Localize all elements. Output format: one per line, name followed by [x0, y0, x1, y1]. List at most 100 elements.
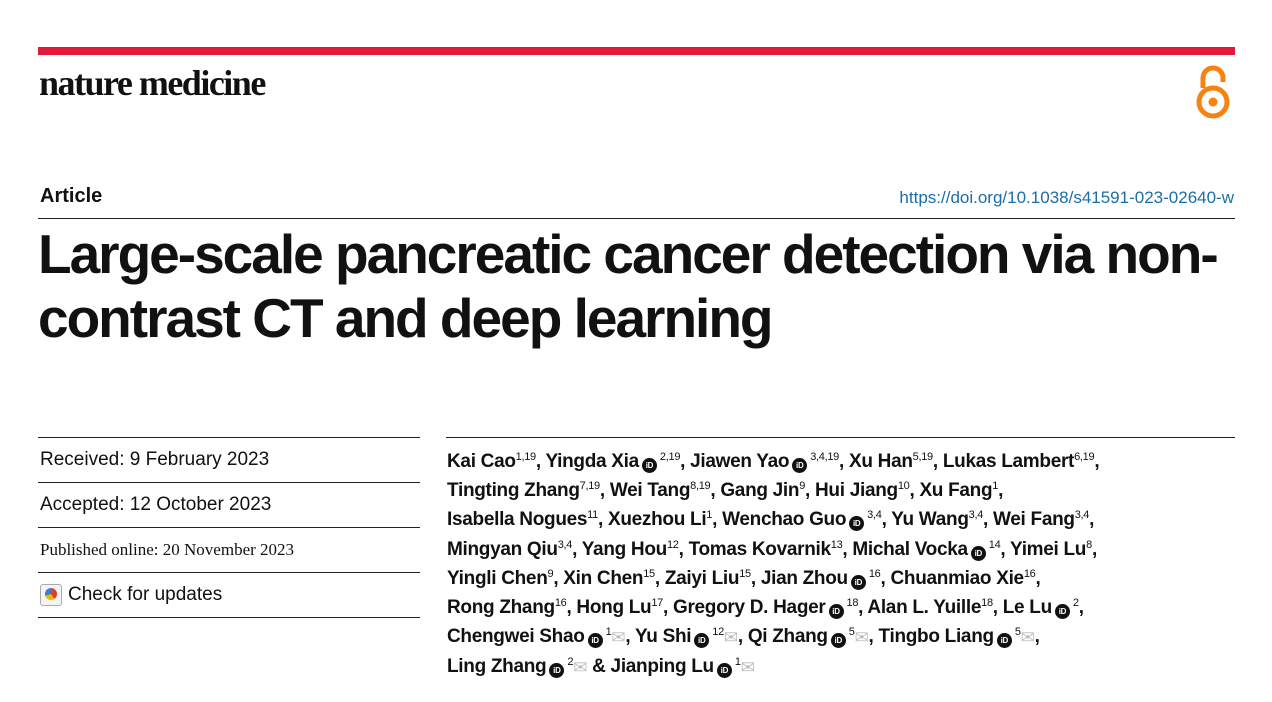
- affiliation-numbers: 17: [651, 597, 663, 610]
- doi-link[interactable]: https://doi.org/10.1038/s41591-023-02640…: [899, 188, 1234, 207]
- author[interactable]: Xuezhou Li1: [608, 509, 712, 530]
- author-name[interactable]: Jiawen Yao: [690, 451, 790, 472]
- check-for-updates-button[interactable]: Check for updates: [38, 572, 420, 618]
- orcid-icon[interactable]: iD: [549, 663, 565, 679]
- author[interactable]: Gang Jin9: [720, 480, 805, 501]
- orcid-icon[interactable]: iD: [694, 633, 710, 649]
- author[interactable]: Tomas Kovarnik13: [689, 539, 843, 560]
- author-name[interactable]: Wenchao Guo: [722, 509, 847, 531]
- author-name[interactable]: Michal Vocka: [852, 538, 968, 560]
- email-icon[interactable]: ✉: [1020, 628, 1035, 648]
- author[interactable]: Chuanmiao Xie16: [890, 568, 1035, 589]
- author-name[interactable]: Gregory D. Hager: [672, 597, 826, 619]
- author[interactable]: Xu Han5,19: [849, 451, 933, 472]
- author-name[interactable]: Yu Shi: [634, 626, 692, 648]
- author[interactable]: Yang Hou12: [582, 539, 679, 560]
- author-name[interactable]: Hong Lu: [576, 597, 652, 619]
- author[interactable]: Rong Zhang16: [447, 597, 567, 619]
- author[interactable]: Zaiyi Liu15: [665, 568, 751, 589]
- author[interactable]: Wenchao Guo iD3,4: [722, 509, 882, 532]
- author-name[interactable]: Xu Fang: [919, 480, 993, 502]
- journal-logo[interactable]: nature medicine: [39, 63, 266, 103]
- author[interactable]: Michal Vocka iD14: [852, 538, 1001, 561]
- author[interactable]: Tingbo Liang iD5✉: [878, 626, 1035, 649]
- affiliation-numbers: 3,4,19: [810, 451, 840, 463]
- author[interactable]: Ling Zhang iD2✉: [447, 656, 587, 679]
- author-name[interactable]: Chuanmiao Xie: [890, 567, 1024, 589]
- author-name[interactable]: Wei Tang: [609, 480, 691, 502]
- author[interactable]: Wei Fang3,4: [993, 509, 1089, 530]
- email-icon[interactable]: ✉: [723, 628, 738, 648]
- author[interactable]: Tingting Zhang7,19: [447, 480, 600, 501]
- author[interactable]: Wei Tang8,19: [610, 480, 711, 501]
- author-name[interactable]: Xu Han: [848, 451, 913, 472]
- author[interactable]: Isabella Nogues11: [447, 509, 598, 530]
- author-name[interactable]: Yang Hou: [581, 538, 668, 560]
- author-name[interactable]: Yingda Xia: [545, 451, 639, 472]
- email-icon[interactable]: ✉: [740, 658, 755, 678]
- author[interactable]: Mingyan Qiu3,4: [447, 539, 572, 560]
- author-name[interactable]: Qi Zhang: [747, 626, 828, 648]
- orcid-icon[interactable]: iD: [970, 545, 986, 561]
- author-name[interactable]: Isabella Nogues: [447, 509, 588, 531]
- orcid-icon[interactable]: iD: [828, 604, 844, 620]
- author-name[interactable]: Yimei Lu: [1010, 538, 1087, 560]
- orcid-icon[interactable]: iD: [716, 663, 732, 679]
- author[interactable]: Jiawen Yao iD3,4,19: [690, 451, 840, 473]
- author[interactable]: Yimei Lu8: [1010, 539, 1092, 560]
- author-name[interactable]: Hui Jiang: [815, 480, 898, 502]
- email-icon[interactable]: ✉: [611, 628, 626, 648]
- author-name[interactable]: Tingting Zhang: [447, 480, 580, 502]
- author[interactable]: Kai Cao1,19: [447, 451, 536, 472]
- author-name[interactable]: Tingbo Liang: [878, 626, 995, 648]
- author[interactable]: Xin Chen15: [563, 568, 655, 589]
- orcid-icon[interactable]: iD: [792, 458, 808, 473]
- orcid-icon[interactable]: iD: [849, 516, 865, 532]
- author[interactable]: Xu Fang1: [919, 480, 998, 501]
- affiliation-numbers: 9: [799, 480, 806, 493]
- author[interactable]: Hong Lu17: [576, 597, 663, 618]
- author-name[interactable]: Xuezhou Li: [607, 509, 707, 531]
- email-icon[interactable]: ✉: [854, 628, 869, 648]
- author-name[interactable]: Alan L. Yuille: [867, 597, 982, 619]
- author[interactable]: Yu Shi iD12✉: [634, 626, 738, 649]
- author-name[interactable]: Chengwei Shao: [447, 626, 585, 648]
- author-name[interactable]: Le Lu: [1002, 597, 1052, 619]
- author-name[interactable]: Xin Chen: [563, 567, 644, 589]
- author-name[interactable]: Yingli Chen: [447, 567, 548, 589]
- email-icon[interactable]: ✉: [573, 658, 588, 678]
- orcid-icon[interactable]: iD: [641, 458, 657, 473]
- author[interactable]: Qi Zhang iD5✉: [747, 626, 869, 649]
- author-name[interactable]: Gang Jin: [720, 480, 800, 502]
- author-name[interactable]: Kai Cao: [447, 451, 516, 472]
- author[interactable]: Hui Jiang10: [815, 480, 910, 502]
- author[interactable]: Yingda Xia iD2,19: [545, 451, 680, 473]
- author[interactable]: Le Lu iD2: [1002, 597, 1079, 620]
- author-name[interactable]: Yu Wang: [891, 509, 969, 531]
- author-name[interactable]: Zaiyi Liu: [664, 567, 740, 589]
- author[interactable]: Gregory D. Hager iD18: [672, 597, 858, 620]
- author-name[interactable]: Jianping Lu: [610, 656, 715, 678]
- orcid-icon[interactable]: iD: [1054, 604, 1070, 620]
- check-for-updates-label: Check for updates: [68, 584, 223, 605]
- author-name[interactable]: Tomas Kovarnik: [688, 538, 832, 560]
- orcid-icon[interactable]: iD: [830, 633, 846, 649]
- author[interactable]: Yingli Chen9: [447, 567, 554, 589]
- author[interactable]: Alan L. Yuille18: [867, 597, 993, 619]
- author[interactable]: Chengwei Shao iD1✉: [447, 626, 626, 649]
- author-name[interactable]: Mingyan Qiu: [447, 538, 558, 560]
- author-name[interactable]: Ling Zhang: [447, 656, 547, 678]
- author-name[interactable]: Rong Zhang: [447, 597, 555, 619]
- orcid-icon[interactable]: iD: [996, 633, 1012, 649]
- author[interactable]: Jianping Lu iD1✉: [610, 656, 755, 679]
- orcid-icon[interactable]: iD: [850, 574, 866, 590]
- affiliation-numbers: 2: [1072, 597, 1079, 610]
- author[interactable]: Yu Wang3,4: [891, 509, 983, 530]
- orcid-icon[interactable]: iD: [587, 633, 603, 649]
- author-name[interactable]: Jian Zhou: [760, 567, 848, 589]
- author[interactable]: Lukas Lambert6,19: [942, 451, 1095, 472]
- author-name[interactable]: Wei Fang: [993, 509, 1075, 531]
- author-name[interactable]: Lukas Lambert: [942, 451, 1075, 472]
- author[interactable]: Jian Zhou iD16: [760, 567, 881, 590]
